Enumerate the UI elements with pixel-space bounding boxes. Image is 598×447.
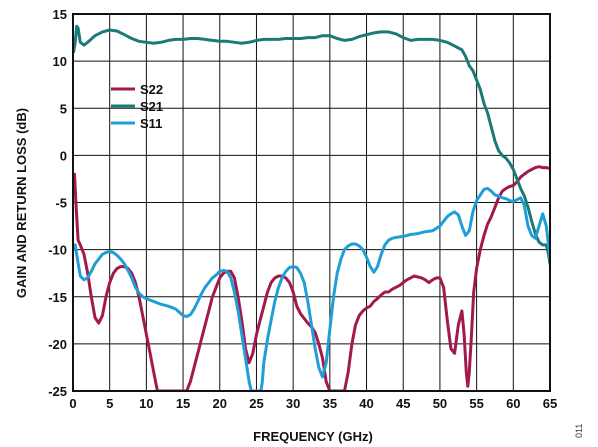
y-tick-label: 10 [53,54,67,69]
x-axis-title: FREQUENCY (GHz) [253,429,373,444]
x-tick-label: 30 [286,396,300,411]
legend-label-s21: S21 [140,99,163,114]
x-tick-label: 10 [139,396,153,411]
x-tick-label: 5 [106,396,113,411]
legend-label-s11: S11 [140,116,162,131]
y-axis-title: GAIN AND RETURN LOSS (dB) [14,108,29,298]
x-tick-label: 15 [176,396,190,411]
y-tick-label: -25 [48,384,67,399]
y-tick-label: 15 [53,7,67,22]
x-tick-labels: 0 5 10 15 20 25 30 35 40 45 50 55 60 65 [69,396,557,411]
x-tick-label: 45 [396,396,410,411]
y-tick-label: 0 [60,148,67,163]
x-tick-label: 50 [433,396,447,411]
x-tick-label: 60 [506,396,520,411]
series-line-s11 [73,186,550,391]
x-tick-label: 20 [213,396,227,411]
x-tick-label: 35 [323,396,337,411]
plot-frame [72,13,551,392]
series-line-s22 [73,165,550,391]
x-tick-label: 25 [249,396,263,411]
series-line-s21 [73,24,550,266]
x-tick-label: 40 [359,396,373,411]
figure-id: 011 [574,424,584,438]
y-tick-label: -10 [48,243,67,258]
x-tick-label: 65 [543,396,557,411]
legend-label-s22: S22 [140,82,163,97]
y-tick-label: -20 [48,337,67,352]
x-tick-label: 0 [69,396,76,411]
y-tick-label: 5 [60,101,67,116]
y-tick-label: -15 [48,290,67,305]
legend: S22 S21 S11 [111,82,163,131]
series-layer [73,24,550,391]
y-tick-label: -5 [55,196,67,211]
x-tick-label: 55 [469,396,483,411]
y-tick-labels: -25 -20 -15 -10 -5 0 5 10 15 [48,7,67,399]
